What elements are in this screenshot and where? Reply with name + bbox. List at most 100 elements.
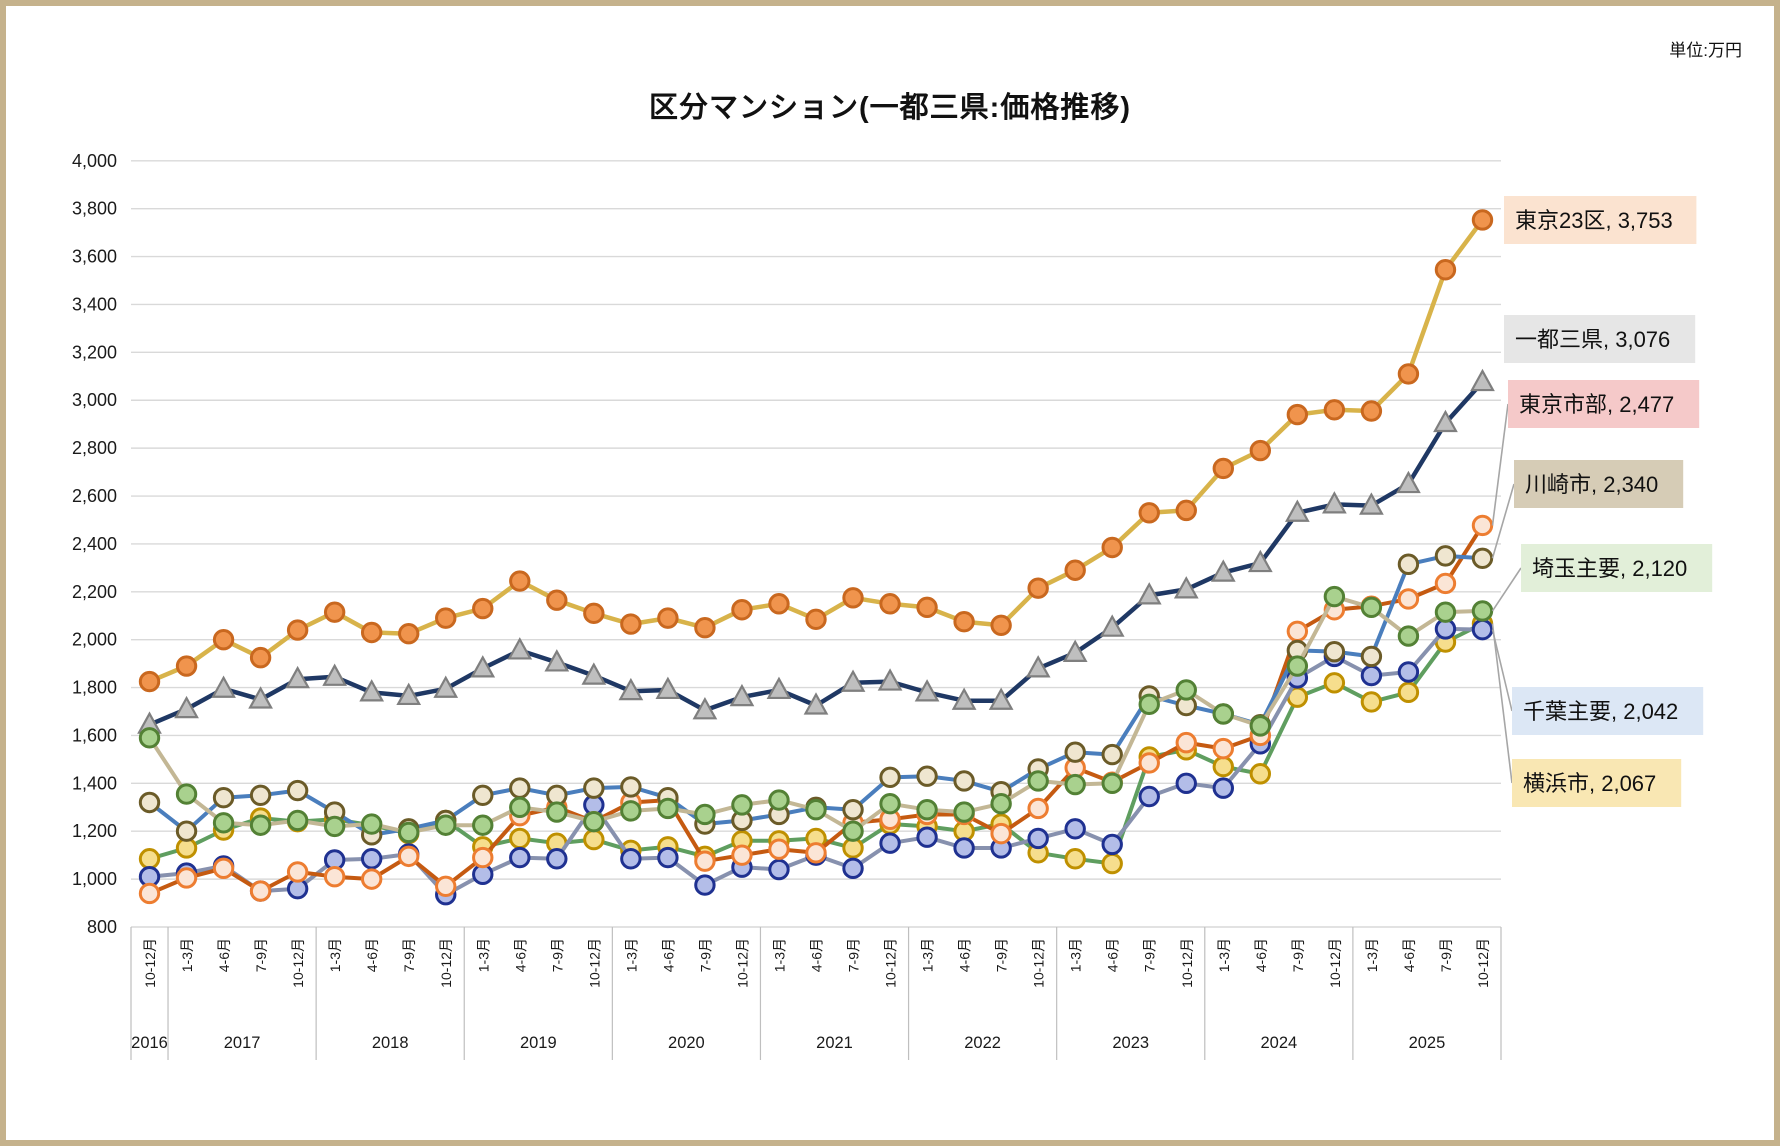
marker-circle xyxy=(731,599,753,621)
marker-circle xyxy=(805,842,827,864)
marker-circle xyxy=(1212,737,1234,760)
marker-circle xyxy=(1138,502,1160,524)
marker-circle xyxy=(842,857,864,880)
marker-triangle xyxy=(1173,576,1199,599)
series-label-box-川崎市 xyxy=(1514,460,1684,508)
x-axis-quarter-label: 1-3月 xyxy=(475,938,491,972)
marker-triangle xyxy=(803,692,829,715)
marker-circle xyxy=(1064,773,1086,796)
marker-triangle xyxy=(951,687,977,710)
marker-circle xyxy=(1175,679,1197,701)
marker-circle xyxy=(249,646,272,669)
marker-circle xyxy=(1471,547,1494,569)
marker-triangle xyxy=(877,668,903,691)
marker-circle xyxy=(435,875,457,897)
x-axis-quarter-label: 7-9月 xyxy=(1142,938,1158,972)
x-axis-quarter-label: 7-9月 xyxy=(253,938,269,972)
series-label-text-東京市部: 東京市部, 2,477 xyxy=(1519,392,1674,417)
marker-circle xyxy=(1360,645,1383,668)
marker-circle xyxy=(435,814,457,836)
marker-circle xyxy=(1360,596,1383,619)
marker-triangle xyxy=(1099,614,1125,637)
y-tick-label: 4,000 xyxy=(72,151,117,171)
marker-circle xyxy=(1434,545,1457,567)
marker-circle xyxy=(1064,559,1086,581)
marker-circle xyxy=(249,814,272,836)
marker-circle xyxy=(509,570,531,592)
marker-triangle xyxy=(1284,499,1310,522)
marker-circle xyxy=(249,784,272,807)
x-axis-quarter-label: 4-6月 xyxy=(512,938,528,972)
marker-circle xyxy=(953,611,975,633)
marker-triangle xyxy=(544,649,570,672)
marker-circle xyxy=(138,727,161,749)
y-tick-label: 3,800 xyxy=(72,199,117,219)
x-axis-year-label: 2016 xyxy=(131,1034,168,1052)
marker-circle xyxy=(879,832,901,854)
x-axis-quarter-label: 10-12月 xyxy=(883,938,899,988)
marker-circle xyxy=(1471,600,1494,622)
x-axis-quarter-label: 4-6月 xyxy=(1105,938,1121,972)
x-axis-quarter-label: 7-9月 xyxy=(1290,938,1306,972)
marker-circle xyxy=(916,798,938,821)
marker-triangle xyxy=(1025,655,1051,678)
x-axis-year-label: 2020 xyxy=(668,1034,705,1052)
marker-triangle xyxy=(507,637,533,660)
marker-circle xyxy=(175,820,198,842)
x-axis-quarter-label: 10-12月 xyxy=(1475,938,1491,988)
label-leader-line xyxy=(1491,483,1515,559)
marker-circle xyxy=(694,617,716,639)
marker-circle xyxy=(657,846,679,869)
marker-circle xyxy=(1175,731,1197,754)
marker-triangle xyxy=(470,655,496,678)
marker-circle xyxy=(323,601,346,623)
x-axis-year-label: 2021 xyxy=(816,1034,853,1052)
marker-circle xyxy=(249,880,272,902)
marker-triangle xyxy=(1470,368,1495,392)
marker-circle xyxy=(175,655,198,677)
marker-circle xyxy=(1397,681,1420,704)
x-axis-quarter-label: 7-9月 xyxy=(846,938,862,972)
marker-circle xyxy=(138,791,161,814)
marker-triangle xyxy=(1359,492,1384,515)
marker-circle xyxy=(472,597,494,620)
marker-circle xyxy=(509,796,531,818)
page-title: 区分マンション(一都三県:価格推移) xyxy=(649,92,1131,124)
marker-triangle xyxy=(211,675,236,698)
marker-circle xyxy=(1027,827,1049,850)
marker-circle xyxy=(1360,400,1383,422)
marker-circle xyxy=(657,607,679,629)
marker-circle xyxy=(1286,620,1309,642)
marker-circle xyxy=(509,846,531,869)
x-axis-year-label: 2025 xyxy=(1409,1034,1446,1052)
marker-triangle xyxy=(322,663,348,686)
x-axis-quarter-label: 1-3月 xyxy=(1216,938,1232,972)
marker-circle xyxy=(1397,661,1420,683)
marker-circle xyxy=(842,587,864,609)
marker-circle xyxy=(398,845,420,868)
marker-circle xyxy=(1249,439,1272,462)
marker-circle xyxy=(1138,752,1160,774)
marker-circle xyxy=(435,607,457,629)
series-data-labels: 東京23区, 3,753 一都三県, 3,076 東京市部, 2,477 川崎市, 2… xyxy=(1491,196,1713,807)
marker-triangle xyxy=(1210,559,1236,582)
series-label-text-埼玉主要: 埼玉主要, 2,120 xyxy=(1532,556,1687,581)
marker-circle xyxy=(620,800,642,822)
marker-circle xyxy=(546,801,568,823)
marker-circle xyxy=(1397,363,1420,385)
series-label-box-千葉主要 xyxy=(1512,687,1704,735)
marker-circle xyxy=(805,608,827,631)
marker-circle xyxy=(620,776,642,798)
marker-circle xyxy=(1434,572,1457,595)
marker-circle xyxy=(583,810,605,833)
marker-circle xyxy=(1212,457,1234,480)
marker-circle xyxy=(472,846,494,869)
marker-circle xyxy=(953,837,975,859)
marker-triangle xyxy=(914,679,940,702)
marker-triangle xyxy=(692,697,718,720)
marker-circle xyxy=(1249,715,1272,737)
marker-triangle xyxy=(1062,639,1088,662)
label-leader-line xyxy=(1491,623,1513,784)
marker-triangle xyxy=(618,677,644,701)
